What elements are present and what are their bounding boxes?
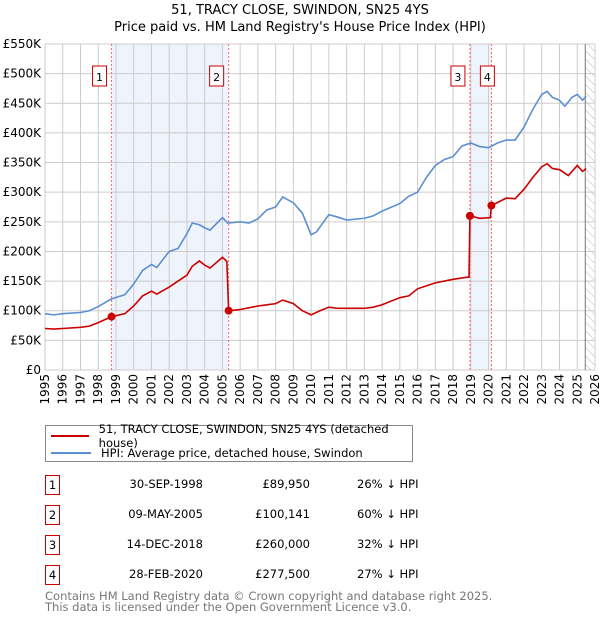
- sale-marker-box: [450, 65, 466, 87]
- sale-marker-label: 4: [484, 71, 491, 84]
- x-tick-label: 1999: [109, 374, 123, 405]
- chart-subtitle: Price paid vs. HM Land Registry's House …: [114, 20, 486, 35]
- x-tick-label: 2026: [588, 374, 600, 405]
- y-tick-label: £550K: [3, 37, 43, 51]
- x-tick-label: 2011: [322, 374, 336, 405]
- y-tick-label: £200K: [3, 244, 43, 258]
- price-chart: £0 £50K £100K £150K £200K £250K £300K £350K £400…: [3, 37, 600, 405]
- x-tick-label: 2008: [269, 374, 283, 405]
- sale-point: [107, 312, 116, 321]
- transaction-price: £277,500: [255, 567, 310, 581]
- legend-label: 51, TRACY CLOSE, SWINDON, SN25 4YS (deta…: [98, 422, 389, 450]
- x-tick-label: 2016: [411, 374, 425, 405]
- x-tick-label: 2019: [464, 374, 478, 405]
- y-tick-label: £0: [26, 363, 41, 377]
- x-tick-label: 2010: [304, 374, 318, 405]
- shaded-period: [469, 44, 492, 370]
- transaction-hpi-diff: 27% ↓ HPI: [357, 567, 419, 581]
- x-tick-label: 2017: [428, 374, 442, 405]
- forecast-hatch: [585, 44, 595, 370]
- y-tick-label: £150K: [3, 274, 43, 288]
- x-tick-label: 2014: [375, 374, 389, 405]
- x-tick-label: 1996: [56, 374, 70, 405]
- transaction-row: 4 28-FEB-2020 £277,500 27% ↓ HPI: [45, 565, 565, 585]
- legend-item-hpi: HPI: Average price, detached house, Swin…: [51, 445, 363, 461]
- sale-point: [487, 201, 496, 210]
- x-tick-label: 2005: [215, 374, 229, 405]
- x-tick-label: 2001: [144, 374, 158, 405]
- x-tick-label: 2013: [357, 374, 371, 405]
- x-tick-label: 1997: [73, 374, 87, 405]
- sale-point: [224, 306, 233, 315]
- sale-marker-label: 2: [213, 71, 220, 84]
- footer-licence: This data is licensed under the Open Gov…: [45, 600, 412, 614]
- y-tick-label: £300K: [3, 185, 43, 199]
- sale-point: [465, 211, 474, 220]
- x-tick-label: 2023: [535, 374, 549, 405]
- y-tick-label: £100K: [3, 304, 43, 318]
- sale-marker-label: 3: [454, 71, 461, 84]
- transaction-hpi-diff: 32% ↓ HPI: [357, 537, 419, 551]
- transaction-date: 09-MAY-2005: [128, 507, 203, 521]
- x-tick-label: 2012: [340, 374, 354, 405]
- x-tick-label: 2000: [127, 374, 141, 405]
- transaction-price: £89,950: [262, 477, 310, 491]
- x-tick-label: 2002: [162, 374, 176, 405]
- x-tick-label: 2024: [553, 374, 567, 405]
- shaded-period: [111, 44, 229, 370]
- transaction-row: 2 09-MAY-2005 £100,141 60% ↓ HPI: [45, 505, 565, 525]
- transaction-date: 14-DEC-2018: [126, 537, 203, 551]
- x-tick-label: 2021: [499, 374, 513, 405]
- x-tick-label: 2007: [251, 374, 265, 405]
- x-tick-label: 2003: [180, 374, 194, 405]
- sale-marker-box: [92, 65, 108, 87]
- transaction-hpi-diff: 26% ↓ HPI: [357, 477, 419, 491]
- x-tick-label: 2004: [198, 374, 212, 405]
- legend: 51, TRACY CLOSE, SWINDON, SN25 4YS (deta…: [45, 422, 413, 462]
- x-tick-label: 2018: [446, 374, 460, 405]
- y-tick-label: £450K: [3, 96, 43, 110]
- transaction-price: £100,141: [255, 507, 310, 521]
- y-tick-label: £50K: [10, 333, 42, 347]
- sale-marker-label: 1: [96, 71, 103, 84]
- transaction-number: 2: [45, 505, 60, 525]
- y-tick-label: £500K: [3, 67, 43, 81]
- x-tick-label: 2020: [482, 374, 496, 405]
- y-tick-label: £250K: [3, 215, 43, 229]
- transaction-hpi-diff: 60% ↓ HPI: [357, 507, 419, 521]
- legend-item-property: 51, TRACY CLOSE, SWINDON, SN25 4YS (deta…: [51, 422, 412, 450]
- transaction-row: 1 30-SEP-1998 £89,950 26% ↓ HPI: [45, 475, 565, 495]
- y-tick-label: £400K: [3, 126, 43, 140]
- x-tick-label: 2009: [286, 374, 300, 405]
- x-tick-label: 1998: [91, 374, 105, 405]
- x-tick-label: 2006: [233, 374, 247, 405]
- sale-marker-box: [209, 65, 225, 87]
- transaction-date: 30-SEP-1998: [129, 477, 203, 491]
- sale-marker-box: [479, 65, 495, 87]
- footer-copyright: Contains HM Land Registry data © Crown c…: [45, 589, 493, 603]
- x-tick-label: 2025: [570, 374, 584, 405]
- transaction-number: 3: [45, 535, 60, 555]
- transaction-number: 1: [45, 475, 60, 495]
- transaction-price: £260,000: [255, 537, 310, 551]
- transaction-number: 4: [45, 565, 60, 585]
- red-line-swatch: [51, 435, 89, 437]
- x-tick-label: 2022: [517, 374, 531, 405]
- transaction-date: 28-FEB-2020: [129, 567, 203, 581]
- transaction-row: 3 14-DEC-2018 £260,000 32% ↓ HPI: [45, 535, 565, 555]
- x-tick-label: 2015: [393, 374, 407, 405]
- blue-line-swatch: [51, 452, 91, 454]
- property-price-line: [44, 162, 587, 330]
- chart-title: 51, TRACY CLOSE, SWINDON, SN25 4YS: [171, 3, 429, 18]
- x-tick-label: 1995: [38, 374, 52, 405]
- y-tick-label: £350K: [3, 156, 43, 170]
- legend-label: HPI: Average price, detached house, Swin…: [101, 446, 363, 460]
- hpi-line: [44, 90, 587, 316]
